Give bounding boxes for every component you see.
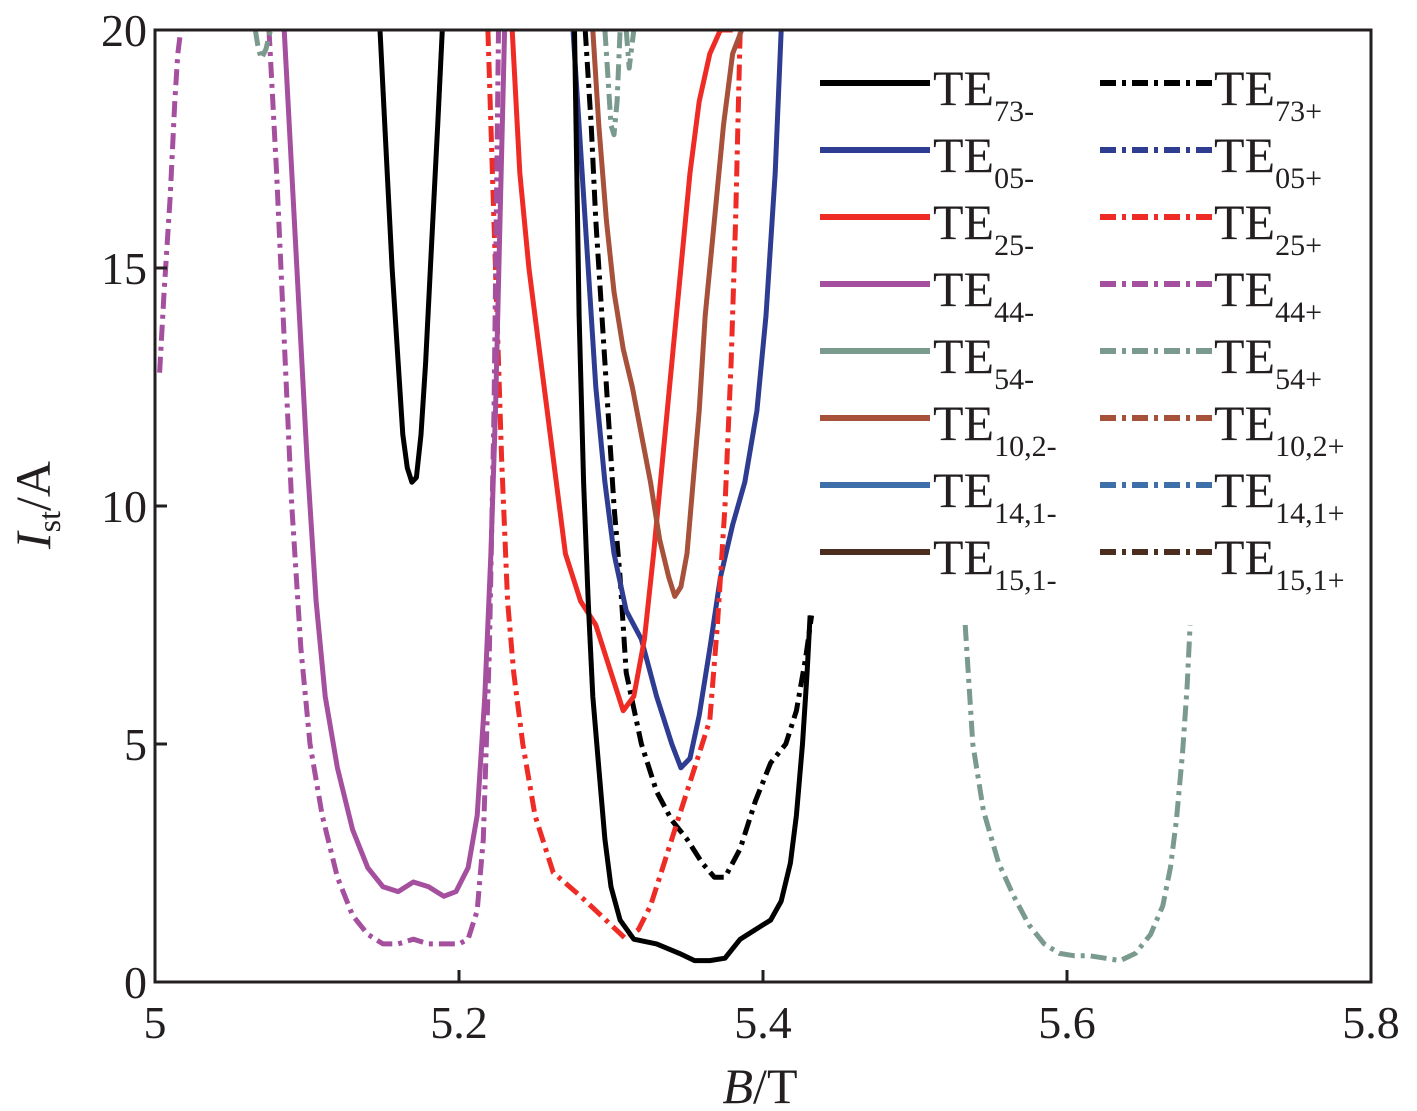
legend-label-te05: TE05- [933, 127, 1034, 195]
legend-background [812, 40, 1372, 615]
y-axis-var: I [5, 530, 61, 550]
y-axis-unit: /A [5, 461, 61, 511]
x-tick-label: 5.2 [430, 997, 488, 1048]
series-layer [157, 30, 1193, 964]
y-tick-label: 10 [101, 481, 147, 532]
legend-label-te25: TE25- [933, 194, 1034, 262]
series-line-te73-low-branch [572, 30, 813, 964]
series-line-te44 [281, 30, 508, 899]
x-tick-label: 5 [144, 997, 167, 1048]
series-line-te54-part2 [252, 30, 273, 62]
legend-label-te73: TE73- [933, 60, 1034, 128]
legend-label-te54: TE54+ [1214, 328, 1322, 396]
y-tick-label: 0 [124, 957, 147, 1008]
y-tick-label: 15 [101, 243, 147, 294]
x-axis-title: B/T [723, 1058, 798, 1111]
legend-label-te44: TE44+ [1214, 261, 1322, 329]
y-axis-sub: st [31, 511, 67, 532]
series-line-te73 [582, 30, 815, 880]
legend-label-te25: TE25+ [1214, 194, 1322, 262]
series-line-te10-2 [590, 30, 745, 599]
y-tick-label: 5 [124, 719, 147, 770]
series-line-te54-part4 [623, 30, 637, 71]
legend-label-te15-1: TE15,1- [933, 529, 1057, 597]
series-line-te05 [570, 30, 784, 771]
series-line-te44-part2 [266, 30, 501, 947]
series-line-te54-part3 [602, 30, 623, 138]
y-axis-title: Ist/A [5, 461, 67, 550]
x-tick-label: 5.6 [1038, 997, 1096, 1048]
legend-label-te54: TE54- [933, 328, 1034, 396]
legend-label-te73: TE73+ [1214, 60, 1322, 128]
x-axis-ticks: 5 5.2 5.4 5.6 5.8 [144, 970, 1400, 1048]
legend-label-te14-1: TE14,1- [933, 462, 1057, 530]
x-tick-label: 5.8 [1342, 997, 1400, 1048]
legend-label-te05: TE05+ [1214, 127, 1322, 195]
x-tick-label: 5.4 [734, 997, 792, 1048]
legend-label-te10-2: TE10,2- [933, 395, 1057, 463]
series-line-te25 [485, 30, 743, 942]
legend-label-te44: TE44- [933, 261, 1034, 329]
legend-label-te14-1: TE14,1+ [1214, 462, 1345, 530]
legend-label-te15-1: TE15,1+ [1214, 529, 1345, 597]
series-line-te44 [157, 30, 184, 373]
series-line-te25 [509, 30, 733, 714]
legend: TE73-TE05-TE25-TE44-TE54-TE10,2-TE14,1-T… [820, 60, 1345, 597]
series-line-te73 [377, 30, 445, 485]
y-axis-ticks: 0 5 10 15 20 [101, 5, 167, 1008]
series-line-te54 [962, 624, 1193, 964]
legend-label-te10-2: TE10,2+ [1214, 395, 1345, 463]
x-axis-var: B [723, 1058, 754, 1111]
y-tick-label: 20 [101, 5, 147, 56]
x-axis-unit: /T [753, 1058, 797, 1111]
